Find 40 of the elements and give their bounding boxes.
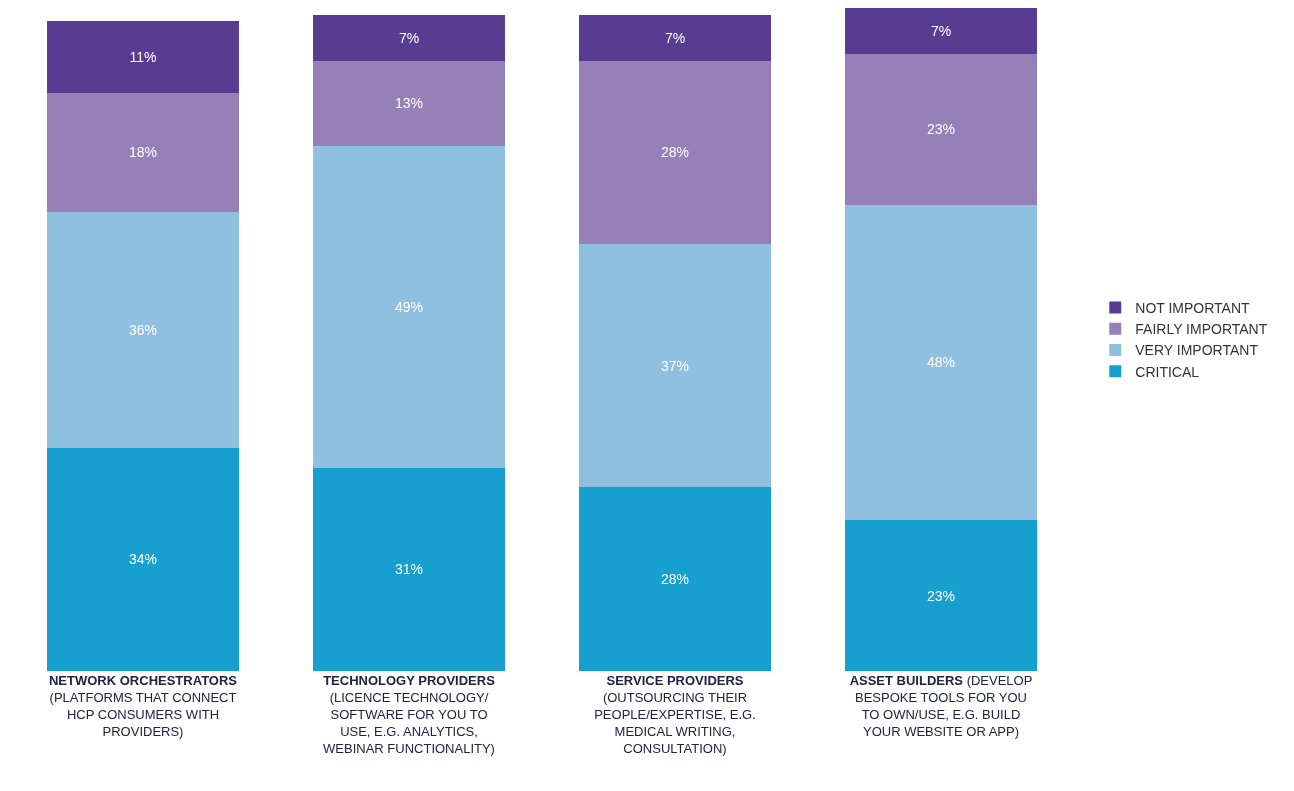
data-label: 49% [394,298,424,315]
bar [47,447,239,671]
bar [313,60,505,146]
legend-label: FAIRLY IMPORTANT [1135,321,1268,338]
data-label: 36% [128,321,158,338]
bar [313,145,505,468]
x-tick-label: ASSET BUILDERS (DEVELOP BESPOKE TOOLS FOR YOU TO OWN/USE, E.G. BUILD YOUR WEBSITE OR APP) [849,673,1033,739]
data-label: 13% [394,95,424,112]
bar [313,467,505,671]
bar [579,244,771,488]
x-tick-label: NETWORK ORCHESTRATORS (PLATFORMS THAT CONNECT HCP CONSUMERS WITH PROVIDERS) [48,673,238,739]
data-label: 48% [926,354,956,371]
x-tick-label: SERVICE PROVIDERS (OUTSOURCING THEIR PEOPLE/EXPERTISE, E.G. MEDICAL WRITING, CONSULTATION) [594,673,756,756]
data-label: 7% [664,29,686,46]
data-label: 34% [128,551,158,568]
bar [579,14,771,61]
bar [47,21,239,94]
data-label: 23% [926,121,956,138]
legend-label: NOT IMPORTANT [1135,300,1251,317]
bar [579,60,771,245]
bar [579,487,771,671]
data-label: 7% [398,29,420,46]
data-label: 37% [660,357,690,374]
bar [845,8,1037,54]
bar [313,14,505,61]
data-label: 23% [926,587,956,604]
bar [47,93,239,212]
data-label: 11% [129,49,157,66]
legend-label: VERY IMPORTANT [1135,342,1259,359]
bar [845,53,1037,205]
data-label: 18% [128,144,158,161]
bar [845,204,1037,521]
data-label: 28% [660,571,690,588]
x-tick-label: TECHNOLOGY PROVIDERS (LICENCE TECHNOLOGY/ SOFTWARE FOR YOU TO USE, E.G. ANALYTICS, WEBINAR FUNCTIONALITY) [323,673,496,756]
legend-label: CRITICAL [1135,363,1200,380]
bar [845,520,1037,671]
data-label: 7% [930,22,952,39]
data-label: 28% [660,144,690,161]
data-label: 31% [394,561,424,578]
bar [47,211,239,448]
